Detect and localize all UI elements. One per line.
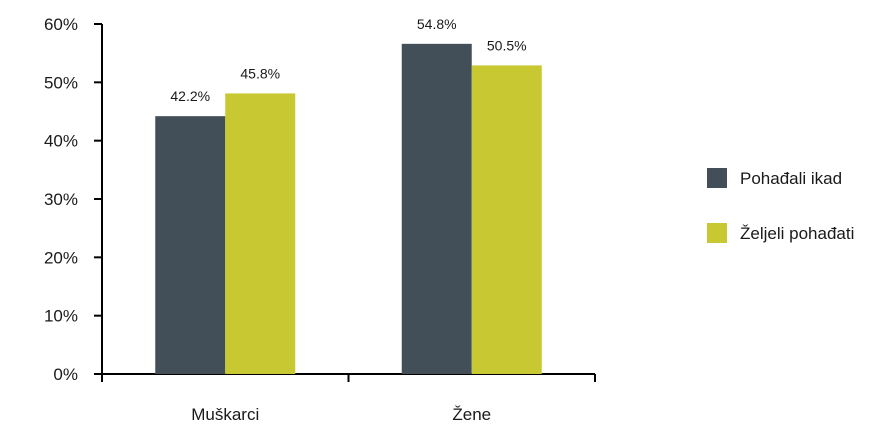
bar-value-label: 54.8%: [417, 16, 457, 32]
legend-label: Pohađali ikad: [740, 169, 842, 188]
bar: [155, 116, 226, 375]
bar: [471, 65, 542, 375]
y-tick-label: 40%: [44, 132, 78, 151]
x-category-label: Muškarci: [191, 405, 259, 424]
legend-swatch: [707, 168, 727, 188]
bar-value-label: 42.2%: [170, 88, 210, 104]
y-tick-label: 10%: [44, 307, 78, 326]
y-tick-label: 20%: [44, 248, 78, 267]
y-tick-label: 50%: [44, 73, 78, 92]
axes: 0% 10% 20% 30% 40% 50% 60% Muškarci Žene: [44, 15, 596, 424]
y-tick-label: 60%: [44, 15, 78, 34]
bar-value-label: 50.5%: [487, 37, 527, 53]
legend-swatch: [707, 223, 727, 243]
data-labels: 42.2% 45.8% 54.8% 50.5%: [170, 16, 526, 104]
legend-label: Željeli pohađati: [740, 224, 854, 243]
bar: [401, 43, 472, 374]
bars: [155, 43, 542, 375]
y-tick-label: 30%: [44, 190, 78, 209]
y-tick-label: 0%: [53, 365, 78, 384]
bar: [225, 93, 296, 375]
x-category-label: Žene: [452, 405, 491, 424]
legend: Pohađali ikad Željeli pohađati: [707, 168, 854, 243]
bar-value-label: 45.8%: [240, 65, 280, 81]
